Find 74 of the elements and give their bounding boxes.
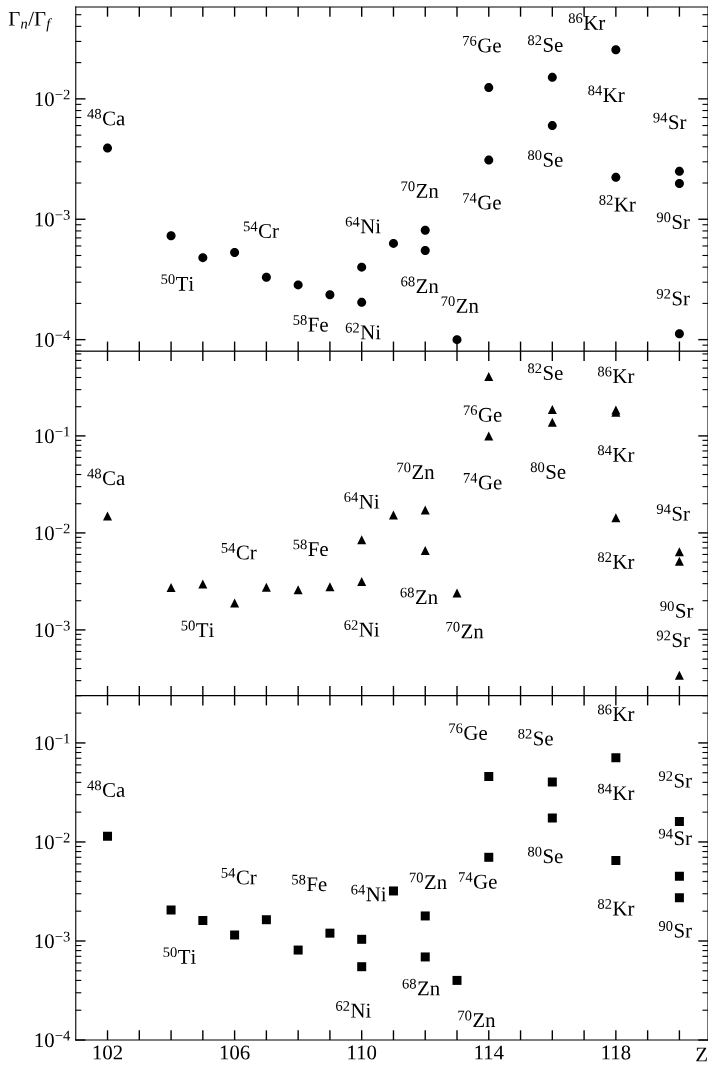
annotation: $^{62}$Ni xyxy=(344,620,380,637)
annotation: $^{62}$Ni xyxy=(345,322,381,340)
annotation: $^{94}$Sr xyxy=(656,504,690,521)
annotation: $^{94}$Sr xyxy=(653,112,687,130)
annotation: $^{70}$Zn xyxy=(401,181,439,198)
annotation: $^{54}$Cr xyxy=(243,221,279,239)
annotation: $^{58}$Fe xyxy=(292,874,327,892)
annotation: $^{48}$Ca xyxy=(87,780,125,798)
annotation: $^{90}$Sr xyxy=(658,921,692,938)
annotation: $^{68}$Zn xyxy=(400,587,438,604)
annotation: $^{80}$Se xyxy=(527,846,563,864)
x-tick-label: 110 xyxy=(348,1045,377,1060)
annotation: $^{92}$Sr xyxy=(656,288,690,306)
annotation: $^{86}$Kr xyxy=(597,366,635,383)
annotation: $^{70}$Zn xyxy=(446,621,484,639)
annotation: $^{82}$Se xyxy=(518,728,553,746)
annotation: $^{50}$Ti xyxy=(163,947,196,964)
annotation: $^{68}$Zn xyxy=(402,978,440,996)
annotation: $^{82}$Kr xyxy=(599,195,636,212)
annotation: $^{80}$Se xyxy=(527,150,563,167)
x-tick-label: 118 xyxy=(602,1045,631,1060)
annotation: $^{54}$Cr xyxy=(221,867,257,885)
y-tick-label: 10$^{−4}$ xyxy=(35,330,71,347)
annotation: $^{86}$Kr xyxy=(568,13,606,30)
annotation: $^{70}$Zn xyxy=(409,872,447,889)
annotation: $^{84}$Kr xyxy=(597,783,635,801)
y-tick-label: 10$^{−1}$ xyxy=(35,426,70,444)
x-axis-title: Z xyxy=(696,1047,707,1062)
annotation: $^{64}$Ni xyxy=(351,884,387,902)
annotation: $^{92}$Sr xyxy=(658,771,692,788)
y-tick-label: 10$^{−3}$ xyxy=(35,620,70,638)
y-tick-label: 10$^{−2}$ xyxy=(35,89,70,107)
annotation: $^{54}$Cr xyxy=(221,543,257,560)
annotation: $^{82}$Se xyxy=(527,363,563,380)
annotation: $^{50}$Ti xyxy=(181,620,214,637)
annotation: $^{74}$Ge xyxy=(463,193,501,210)
annotation: $^{90}$Sr xyxy=(656,212,690,229)
y-tick-label: 10$^{−3}$ xyxy=(35,210,70,227)
annotation: $^{86}$Kr xyxy=(597,704,635,721)
y-tick-label: 10$^{−2}$ xyxy=(35,832,70,850)
annotation: $^{70}$Zn xyxy=(441,296,479,313)
annotation: $^{64}$Ni xyxy=(344,492,380,509)
annotation: $^{58}$Fe xyxy=(293,539,328,557)
annotation: $^{74}$Ge xyxy=(459,872,497,889)
y-tick-label: 10$^{−1}$ xyxy=(35,733,70,751)
annotation: $^{84}$Kr xyxy=(597,445,635,462)
annotation: $^{70}$Zn xyxy=(458,1010,496,1028)
annotation: $^{50}$Ti xyxy=(161,274,194,291)
x-tick-label: 102 xyxy=(93,1045,122,1060)
annotation: $^{82}$Kr xyxy=(597,552,635,569)
annotation: $^{58}$Fe xyxy=(293,315,328,332)
x-tick-label: 106 xyxy=(220,1045,250,1060)
annotation: $^{94}$Sr xyxy=(658,828,692,846)
annotation: $^{76}$Ge xyxy=(449,723,487,740)
annotation: $^{82}$Se xyxy=(527,35,563,52)
annotation: $^{48}$Ca xyxy=(87,108,125,126)
y-tick-label: 10$^{−4}$ xyxy=(35,1030,71,1048)
annotation: $^{62}$Ni xyxy=(336,1001,371,1018)
annotation: $^{84}$Kr xyxy=(588,85,625,102)
annotation: $^{76}$Ge xyxy=(463,405,502,422)
y-tick-label: 10$^{−2}$ xyxy=(35,523,70,541)
y-axis-title: Γ$_{n}$/Γ$_{f}$ xyxy=(8,11,52,32)
annotation: $^{48}$Ca xyxy=(87,468,125,486)
annotation: $^{80}$Se xyxy=(530,462,566,479)
annotation: $^{82}$Kr xyxy=(597,899,635,916)
annotation: $^{76}$Ge xyxy=(463,35,501,53)
annotation: $^{64}$Ni xyxy=(345,216,381,234)
annotation: $^{92}$Sr xyxy=(656,630,690,648)
x-tick-label: 114 xyxy=(475,1045,504,1060)
annotation: $^{90}$Sr xyxy=(660,601,694,618)
annotation: $^{74}$Ge xyxy=(463,473,502,490)
annotation: $^{68}$Zn xyxy=(401,276,439,293)
annotation: $^{70}$Zn xyxy=(397,462,435,479)
y-tick-label: 10$^{−3}$ xyxy=(35,931,70,949)
